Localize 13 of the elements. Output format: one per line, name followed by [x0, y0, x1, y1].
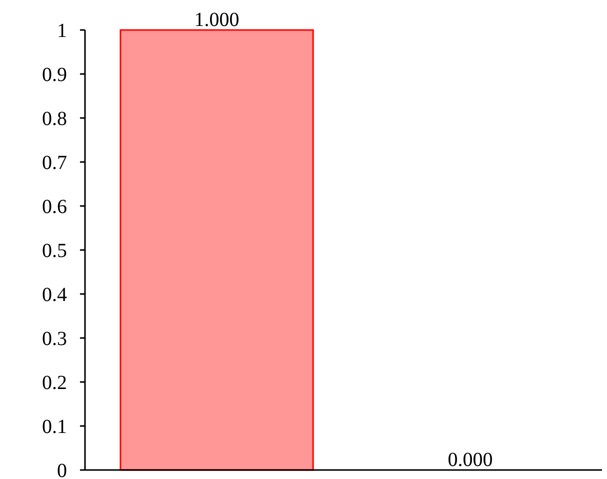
- data-label: 0.000: [448, 449, 493, 471]
- y-tick-label: 0.5: [42, 240, 67, 262]
- y-tick-label: 1: [57, 20, 67, 42]
- y-tick-label: 0.1: [42, 416, 67, 438]
- y-tick-label: 0.7: [42, 152, 67, 174]
- y-tick-label: 0.9: [42, 64, 67, 86]
- y-tick-label: 0.6: [42, 196, 67, 218]
- y-tick-label: 0: [57, 460, 67, 479]
- y-tick-label: 0.4: [42, 284, 67, 306]
- data-label: 1.000: [194, 9, 240, 31]
- y-tick-label: 0.8: [42, 108, 67, 130]
- y-tick-label: 0.2: [42, 372, 67, 394]
- y-tick-label: 0.3: [42, 328, 67, 350]
